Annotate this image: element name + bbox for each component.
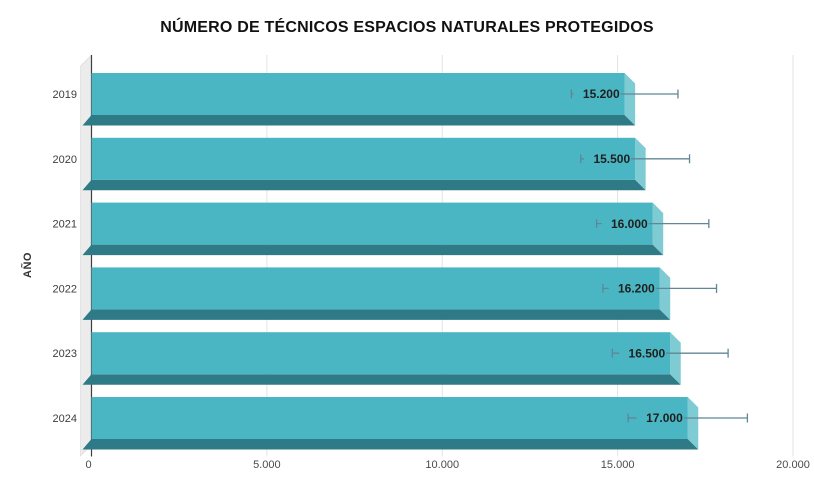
value-label-bg xyxy=(573,86,621,102)
value-label-bg xyxy=(584,151,632,167)
bar-side-face xyxy=(687,397,699,450)
bar-2023[interactable] xyxy=(82,332,681,385)
bar-2024[interactable] xyxy=(82,397,699,450)
bar-front-face[interactable] xyxy=(91,202,653,245)
bar-bottom-face xyxy=(82,374,681,385)
value-label-bg xyxy=(608,280,656,296)
x-tick-label: 10.000 xyxy=(425,459,459,471)
bar-side-face xyxy=(635,137,646,191)
y-tick-label: 2021 xyxy=(53,219,77,231)
value-label-bg xyxy=(636,410,684,426)
bar-value-label: 15.200 xyxy=(583,87,620,101)
bar-bottom-face xyxy=(82,309,671,320)
value-label-bg xyxy=(619,345,667,361)
bar-front-face[interactable] xyxy=(91,73,625,115)
bar-front-face[interactable] xyxy=(91,137,636,180)
bar-value-label: 16.200 xyxy=(618,282,655,296)
bar-value-label: 16.500 xyxy=(629,346,666,360)
bar-front-face[interactable] xyxy=(91,397,688,439)
bar-side-face xyxy=(624,73,636,126)
bar-bottom-face xyxy=(82,439,699,450)
bar-2019[interactable] xyxy=(82,73,636,126)
bar-bottom-face xyxy=(82,179,646,191)
bar-2020[interactable] xyxy=(82,137,646,191)
bar-side-face xyxy=(670,332,681,385)
bar-front-face[interactable] xyxy=(91,267,660,310)
bar-value-label: 15.500 xyxy=(593,152,630,166)
value-label-bg xyxy=(601,216,649,232)
bar-2021[interactable] xyxy=(82,202,664,256)
bar-value-label: 17.000 xyxy=(646,411,683,425)
y-tick-label: 2020 xyxy=(53,154,77,166)
bar-front-face[interactable] xyxy=(91,332,671,375)
x-tick-label: 0 xyxy=(85,459,91,471)
bar-2022[interactable] xyxy=(82,267,671,320)
y-tick-label: 2019 xyxy=(53,89,77,101)
x-tick-label: 15.000 xyxy=(601,459,635,471)
bar-value-label: 16.000 xyxy=(611,217,648,231)
bar-bottom-face xyxy=(82,115,636,126)
bar-bottom-face xyxy=(82,244,664,256)
bar-side-face xyxy=(652,202,664,256)
y-tick-label: 2024 xyxy=(53,413,77,425)
bar-side-face xyxy=(659,267,671,320)
x-tick-label: 5.000 xyxy=(253,459,281,471)
y-tick-label: 2023 xyxy=(53,348,77,360)
x-tick-label: 20.000 xyxy=(776,459,810,471)
axis-wall xyxy=(80,54,92,457)
y-tick-label: 2022 xyxy=(53,283,77,295)
chart-title: NÚMERO DE TÉCNICOS ESPACIOS NATURALES PR… xyxy=(160,19,654,36)
